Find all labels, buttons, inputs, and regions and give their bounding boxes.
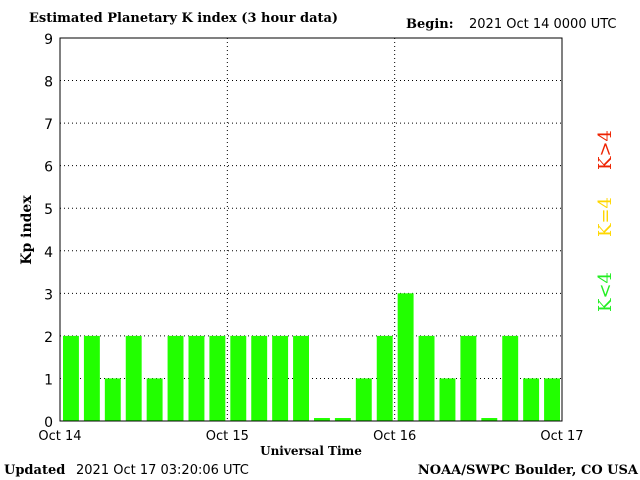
bar xyxy=(355,378,372,421)
bar xyxy=(167,335,184,421)
bars xyxy=(63,293,560,421)
begin-label: Begin: xyxy=(406,17,454,32)
y-tick-label: 9 xyxy=(44,32,53,48)
y-tick-label: 3 xyxy=(44,287,53,303)
y-tick-label: 8 xyxy=(44,75,53,91)
bar xyxy=(544,378,560,421)
bar xyxy=(251,335,268,421)
legend: K<4 K=4 K>4 xyxy=(595,130,616,312)
bar xyxy=(481,418,498,421)
bar xyxy=(293,335,309,421)
y-tick-labels: 0 1 2 3 4 5 6 7 8 9 xyxy=(44,32,53,431)
bar xyxy=(83,335,100,421)
x-axis-label: Universal Time xyxy=(260,444,362,458)
chart-title: Estimated Planetary K index (3 hour data… xyxy=(29,11,339,26)
bar xyxy=(272,335,289,421)
bar xyxy=(439,378,456,421)
y-tick-label: 4 xyxy=(44,245,53,261)
legend-entry: K<4 xyxy=(595,272,616,312)
bar xyxy=(230,335,247,421)
bar xyxy=(146,378,163,421)
updated-label: Updated xyxy=(4,463,66,478)
x-tick-labels: Oct 14 Oct 15 Oct 16 Oct 17 xyxy=(38,429,583,444)
bar xyxy=(460,335,477,421)
updated-value: 2021 Oct 17 03:20:06 UTC xyxy=(76,463,249,478)
bar xyxy=(104,378,121,421)
x-tick-label: Oct 14 xyxy=(38,429,81,444)
y-tick-label: 7 xyxy=(44,117,53,133)
bar xyxy=(314,418,330,421)
y-axis-label: Kp index xyxy=(19,195,35,265)
bar xyxy=(397,293,414,421)
y-tick-label: 1 xyxy=(44,372,53,388)
y-tick-label: 0 xyxy=(44,415,53,431)
plot-frame xyxy=(59,37,563,422)
x-tick-label: Oct 15 xyxy=(206,429,249,444)
begin-value: 2021 Oct 14 0000 UTC xyxy=(469,17,617,32)
bar xyxy=(209,335,226,421)
bar xyxy=(188,335,205,421)
bar xyxy=(125,335,142,421)
bar xyxy=(334,418,351,421)
bar xyxy=(376,335,393,421)
legend-entry: K=4 xyxy=(595,197,616,237)
y-tick-label: 5 xyxy=(44,202,53,218)
credit: NOAA/SWPC Boulder, CO USA xyxy=(417,463,638,478)
bar xyxy=(502,335,519,421)
x-tick-label: Oct 16 xyxy=(373,429,416,444)
x-tick-label: Oct 17 xyxy=(540,429,583,444)
bar xyxy=(418,335,435,421)
bar xyxy=(523,378,540,421)
y-tick-label: 6 xyxy=(44,160,53,176)
legend-entry: K>4 xyxy=(595,130,616,170)
y-tick-label: 2 xyxy=(44,330,53,346)
bar xyxy=(63,335,79,421)
